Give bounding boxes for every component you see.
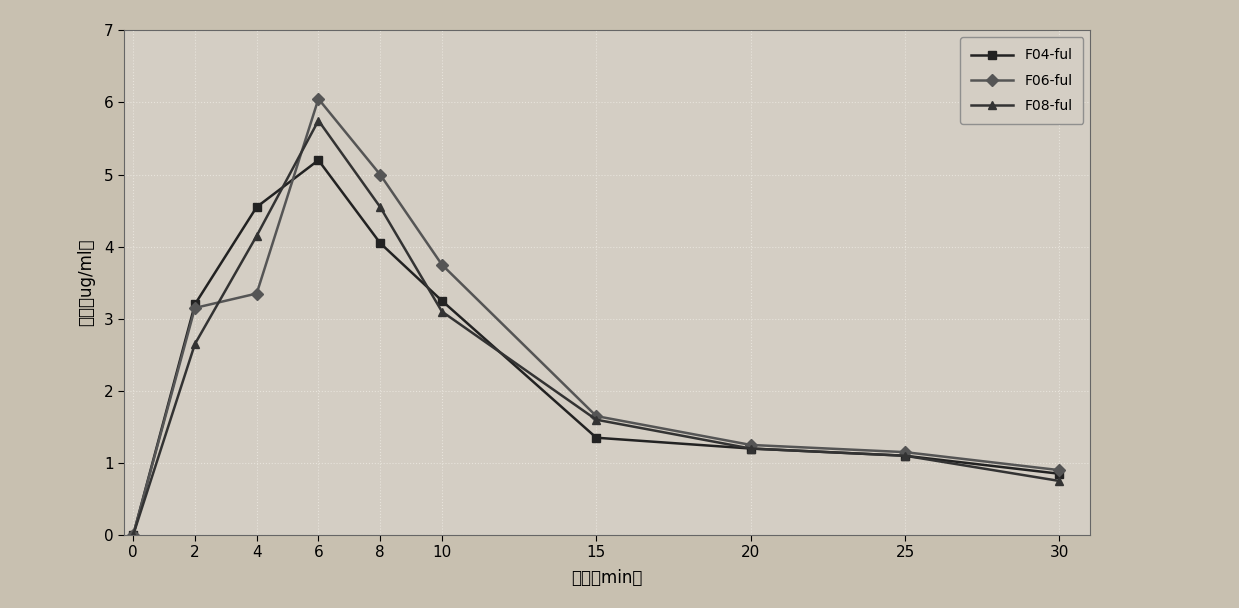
- F08-ful: [589, 416, 603, 423]
- Legend: F04-ful, F06-ful, F08-ful: F04-ful, F06-ful, F08-ful: [960, 37, 1083, 124]
- F08-ful: [743, 445, 758, 452]
- F04-ful: [311, 156, 326, 164]
- X-axis label: 时间（min）: 时间（min）: [571, 569, 643, 587]
- Y-axis label: 浓度（ug/ml）: 浓度（ug/ml）: [77, 239, 95, 326]
- F08-ful: [373, 203, 388, 211]
- F04-ful: [743, 445, 758, 452]
- F04-ful: [373, 240, 388, 247]
- F06-ful: [373, 171, 388, 178]
- F08-ful: [897, 452, 912, 460]
- F04-ful: [1052, 470, 1067, 477]
- F06-ful: [897, 449, 912, 456]
- F08-ful: [1052, 477, 1067, 485]
- Line: F04-ful: F04-ful: [129, 156, 1063, 539]
- F08-ful: [435, 308, 450, 315]
- F06-ful: [311, 95, 326, 103]
- F06-ful: [187, 304, 202, 311]
- F08-ful: [311, 117, 326, 124]
- Line: F06-ful: F06-ful: [129, 95, 1063, 539]
- F06-ful: [435, 261, 450, 268]
- F06-ful: [743, 441, 758, 449]
- F06-ful: [1052, 466, 1067, 474]
- F08-ful: [249, 232, 264, 240]
- F04-ful: [125, 531, 140, 539]
- F04-ful: [897, 452, 912, 460]
- F06-ful: [249, 290, 264, 297]
- F04-ful: [187, 301, 202, 308]
- F08-ful: [125, 531, 140, 539]
- F06-ful: [125, 531, 140, 539]
- F04-ful: [589, 434, 603, 441]
- Line: F08-ful: F08-ful: [129, 116, 1063, 539]
- F08-ful: [187, 340, 202, 348]
- F06-ful: [589, 412, 603, 420]
- F04-ful: [435, 297, 450, 305]
- F04-ful: [249, 203, 264, 211]
